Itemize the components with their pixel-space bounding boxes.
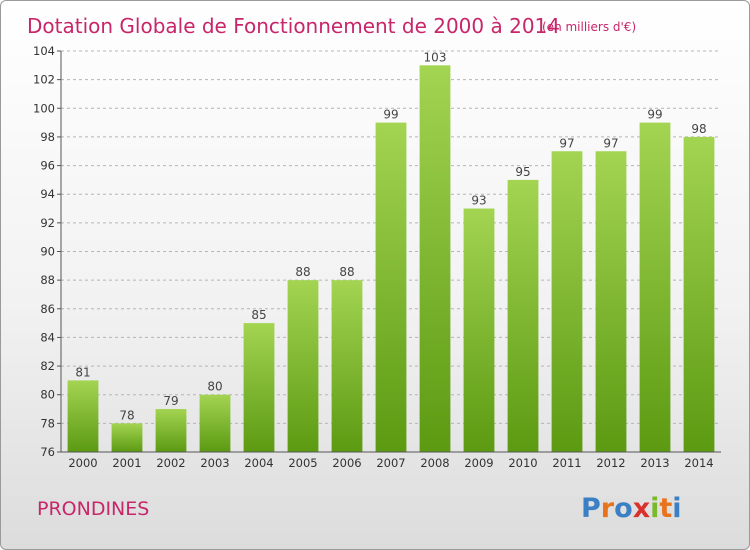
y-tick-label: 96 [40, 159, 55, 173]
bar-2011 [551, 151, 583, 452]
x-tick-label-2014: 2014 [684, 456, 713, 470]
x-tick-label-2001: 2001 [112, 456, 141, 470]
logo-letter: P [581, 493, 601, 524]
y-tick-label: 80 [40, 388, 55, 402]
y-tick-label: 92 [40, 216, 55, 230]
y-tick-label: 102 [33, 73, 55, 87]
logo-letter: x [633, 493, 650, 524]
y-tick-label: 82 [40, 359, 55, 373]
x-tick-label-2000: 2000 [68, 456, 97, 470]
data-label-2003: 80 [207, 380, 222, 394]
bar-2002 [155, 409, 187, 452]
data-label-2006: 88 [339, 265, 354, 279]
data-label-2010: 95 [515, 165, 530, 179]
logo-letter: t [659, 493, 672, 524]
logo-letter: i [672, 493, 681, 524]
chart-subtitle: (en milliers d'€) [542, 20, 636, 34]
data-label-2000: 81 [75, 365, 90, 379]
x-tick-label-2002: 2002 [156, 456, 185, 470]
x-tick-label-2012: 2012 [596, 456, 625, 470]
y-tick-label: 90 [40, 245, 55, 259]
bar-2009 [463, 208, 495, 452]
data-label-2009: 93 [471, 194, 486, 208]
y-tick-label: 88 [40, 273, 55, 287]
bar-2004 [243, 323, 275, 452]
bar-2006 [331, 280, 363, 452]
data-label-2014: 98 [691, 122, 706, 136]
data-labels: 81 78 79 80 85 88 88 99 103 93 95 97 97 99 98 [75, 50, 706, 422]
y-tick-label: 100 [33, 101, 55, 115]
x-axis-ticks: 2000 2001 2002 2003 2004 2005 2006 2007 2008 2009… [68, 456, 713, 470]
x-tick-label-2013: 2013 [640, 456, 669, 470]
data-label-2011: 97 [559, 136, 574, 150]
x-tick-label-2009: 2009 [464, 456, 493, 470]
data-label-2013: 99 [647, 108, 662, 122]
x-tick-label-2011: 2011 [552, 456, 581, 470]
x-tick-label-2006: 2006 [332, 456, 361, 470]
bar-2013 [639, 122, 671, 452]
bar-2007 [375, 122, 407, 452]
bar-2003 [199, 394, 231, 452]
bar-2000 [67, 380, 99, 452]
y-tick-label: 98 [40, 130, 55, 144]
x-tick-label-2007: 2007 [376, 456, 405, 470]
y-tick-label: 94 [40, 187, 55, 201]
logo-letter: i [650, 493, 659, 524]
data-label-2012: 97 [603, 136, 618, 150]
y-axis-ticks: 76 78 80 82 84 86 88 90 92 94 96 98 100 102 104 [33, 44, 61, 459]
bar-2012 [595, 151, 627, 452]
y-tick-label: 104 [33, 44, 55, 58]
logo-letter: r [601, 493, 615, 524]
bar-2010 [507, 179, 539, 452]
x-tick-label-2003: 2003 [200, 456, 229, 470]
y-tick-label: 86 [40, 302, 55, 316]
bar-2008 [419, 65, 451, 453]
chart-title: Dotation Globale de Fonctionnement de 20… [27, 14, 560, 38]
bar-2001 [111, 423, 143, 452]
data-label-2005: 88 [295, 265, 310, 279]
x-tick-label-2010: 2010 [508, 456, 537, 470]
data-label-2001: 78 [119, 408, 134, 422]
data-label-2004: 85 [251, 308, 266, 322]
bar-2014 [683, 136, 715, 452]
x-tick-label-2004: 2004 [244, 456, 273, 470]
data-label-2008: 103 [424, 50, 447, 64]
y-tick-label: 84 [40, 330, 55, 344]
data-label-2007: 99 [383, 108, 398, 122]
proxiti-logo: Proxiti [581, 493, 682, 524]
data-label-2002: 79 [163, 394, 178, 408]
bar-2005 [287, 280, 319, 452]
y-tick-label: 78 [40, 416, 55, 430]
logo-letter: o [614, 493, 633, 524]
x-tick-label-2005: 2005 [288, 456, 317, 470]
y-tick-label: 76 [40, 445, 55, 459]
commune-name: PRONDINES [37, 498, 149, 520]
bars [67, 65, 715, 453]
x-tick-label-2008: 2008 [420, 456, 449, 470]
